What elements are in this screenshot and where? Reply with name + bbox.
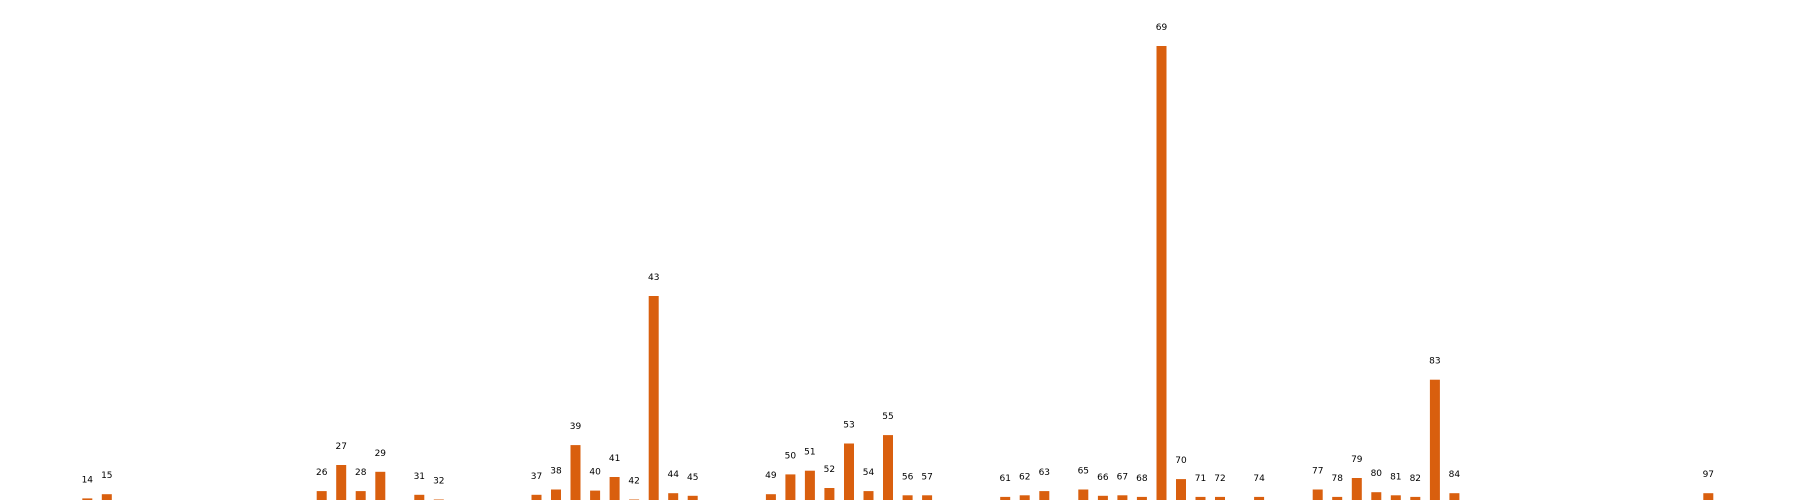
- bar-label-40: 40: [589, 468, 601, 478]
- bar-label-32: 32: [433, 477, 444, 487]
- bar-71: [1195, 496, 1206, 500]
- bar-label-69: 69: [1156, 23, 1168, 33]
- bar-53: [844, 443, 854, 500]
- bar-82: [1410, 496, 1421, 500]
- bar-label-43: 43: [648, 273, 659, 283]
- bar-label-50: 50: [785, 451, 797, 461]
- bar-62: [1019, 495, 1030, 500]
- bar-43: [648, 296, 659, 500]
- bar-28: [355, 491, 366, 500]
- bar-label-80: 80: [1371, 469, 1383, 479]
- bar-41: [609, 477, 620, 500]
- bar-label-97: 97: [1703, 470, 1714, 480]
- bar-79: [1351, 478, 1362, 500]
- bar-label-81: 81: [1390, 472, 1401, 482]
- bar-label-77: 77: [1312, 467, 1323, 477]
- bar-15: [101, 494, 112, 500]
- bar-label-27: 27: [335, 442, 346, 452]
- bar-74: [1254, 496, 1265, 500]
- bar-51: [804, 470, 815, 500]
- bar-label-31: 31: [414, 472, 425, 482]
- bar-label-14: 14: [82, 475, 94, 485]
- bar-68: [1136, 496, 1147, 500]
- bar-label-70: 70: [1175, 456, 1187, 466]
- bar-81: [1390, 495, 1401, 500]
- bar-label-54: 54: [863, 468, 875, 478]
- bar-label-71: 71: [1195, 474, 1206, 484]
- bar-label-37: 37: [531, 472, 542, 482]
- bar-37: [531, 494, 542, 500]
- bar-label-78: 78: [1331, 474, 1343, 484]
- bar-label-67: 67: [1117, 472, 1128, 482]
- bar-50: [785, 474, 796, 500]
- bar-label-52: 52: [824, 465, 835, 475]
- bar-series: [82, 46, 1714, 500]
- bar-label-45: 45: [687, 473, 698, 483]
- bar-label-79: 79: [1351, 455, 1363, 465]
- bar-label-51: 51: [804, 448, 815, 458]
- bar-label-41: 41: [609, 454, 620, 464]
- bar-label-15: 15: [101, 471, 112, 481]
- bar-label-39: 39: [570, 422, 582, 432]
- bar-61: [1000, 496, 1011, 500]
- bar-84: [1449, 493, 1460, 500]
- bar-label-28: 28: [355, 468, 367, 478]
- bar-77: [1312, 489, 1323, 500]
- bar-70: [1176, 479, 1186, 500]
- bar-65: [1078, 489, 1089, 500]
- bar-67: [1117, 495, 1128, 500]
- bar-label-65: 65: [1078, 467, 1089, 477]
- bar-27: [336, 465, 347, 500]
- bar-57: [922, 495, 933, 500]
- bar-labels: 14 15 26 27 28 29 31 32 37 38 39 40 41 42 43 44 45 49 50 51…: [82, 23, 1714, 487]
- bar-label-61: 61: [999, 474, 1010, 484]
- bar-78: [1332, 496, 1343, 500]
- bar-31: [414, 494, 425, 500]
- bar-63: [1039, 491, 1050, 500]
- bar-56: [902, 495, 913, 500]
- bar-55: [883, 435, 893, 500]
- bar-label-53: 53: [843, 421, 854, 431]
- bar-54: [863, 491, 874, 500]
- bar-label-26: 26: [316, 468, 328, 478]
- bar-label-63: 63: [1039, 468, 1050, 478]
- bar-label-68: 68: [1136, 474, 1148, 484]
- bar-label-44: 44: [667, 470, 679, 480]
- bar-label-57: 57: [921, 472, 932, 482]
- bar-label-49: 49: [765, 471, 777, 481]
- bar-label-55: 55: [882, 412, 893, 422]
- bar-label-38: 38: [550, 467, 562, 477]
- bar-label-83: 83: [1429, 357, 1440, 367]
- bar-72: [1215, 496, 1225, 500]
- bar-38: [551, 489, 561, 500]
- bar-label-82: 82: [1410, 474, 1421, 484]
- bar-40: [590, 490, 601, 500]
- bar-52: [824, 488, 835, 500]
- bar-97: [1703, 493, 1714, 500]
- bar-14: [82, 498, 93, 500]
- bar-label-66: 66: [1097, 473, 1109, 483]
- bar-label-56: 56: [902, 472, 914, 482]
- bar-label-29: 29: [375, 449, 387, 459]
- bar-label-42: 42: [628, 477, 639, 487]
- bar-49: [765, 494, 776, 500]
- bar-39: [570, 445, 581, 500]
- bar-label-72: 72: [1214, 474, 1225, 484]
- bar-26: [316, 491, 327, 500]
- bar-44: [668, 493, 679, 500]
- bar-label-84: 84: [1449, 470, 1461, 480]
- bar-69: [1156, 46, 1167, 500]
- bar-29: [375, 471, 386, 500]
- bar-45: [687, 495, 698, 500]
- bar-label-62: 62: [1019, 472, 1030, 482]
- bar-66: [1097, 495, 1108, 500]
- bar-80: [1371, 492, 1382, 500]
- bar-83: [1429, 379, 1440, 500]
- bar-label-74: 74: [1253, 474, 1265, 484]
